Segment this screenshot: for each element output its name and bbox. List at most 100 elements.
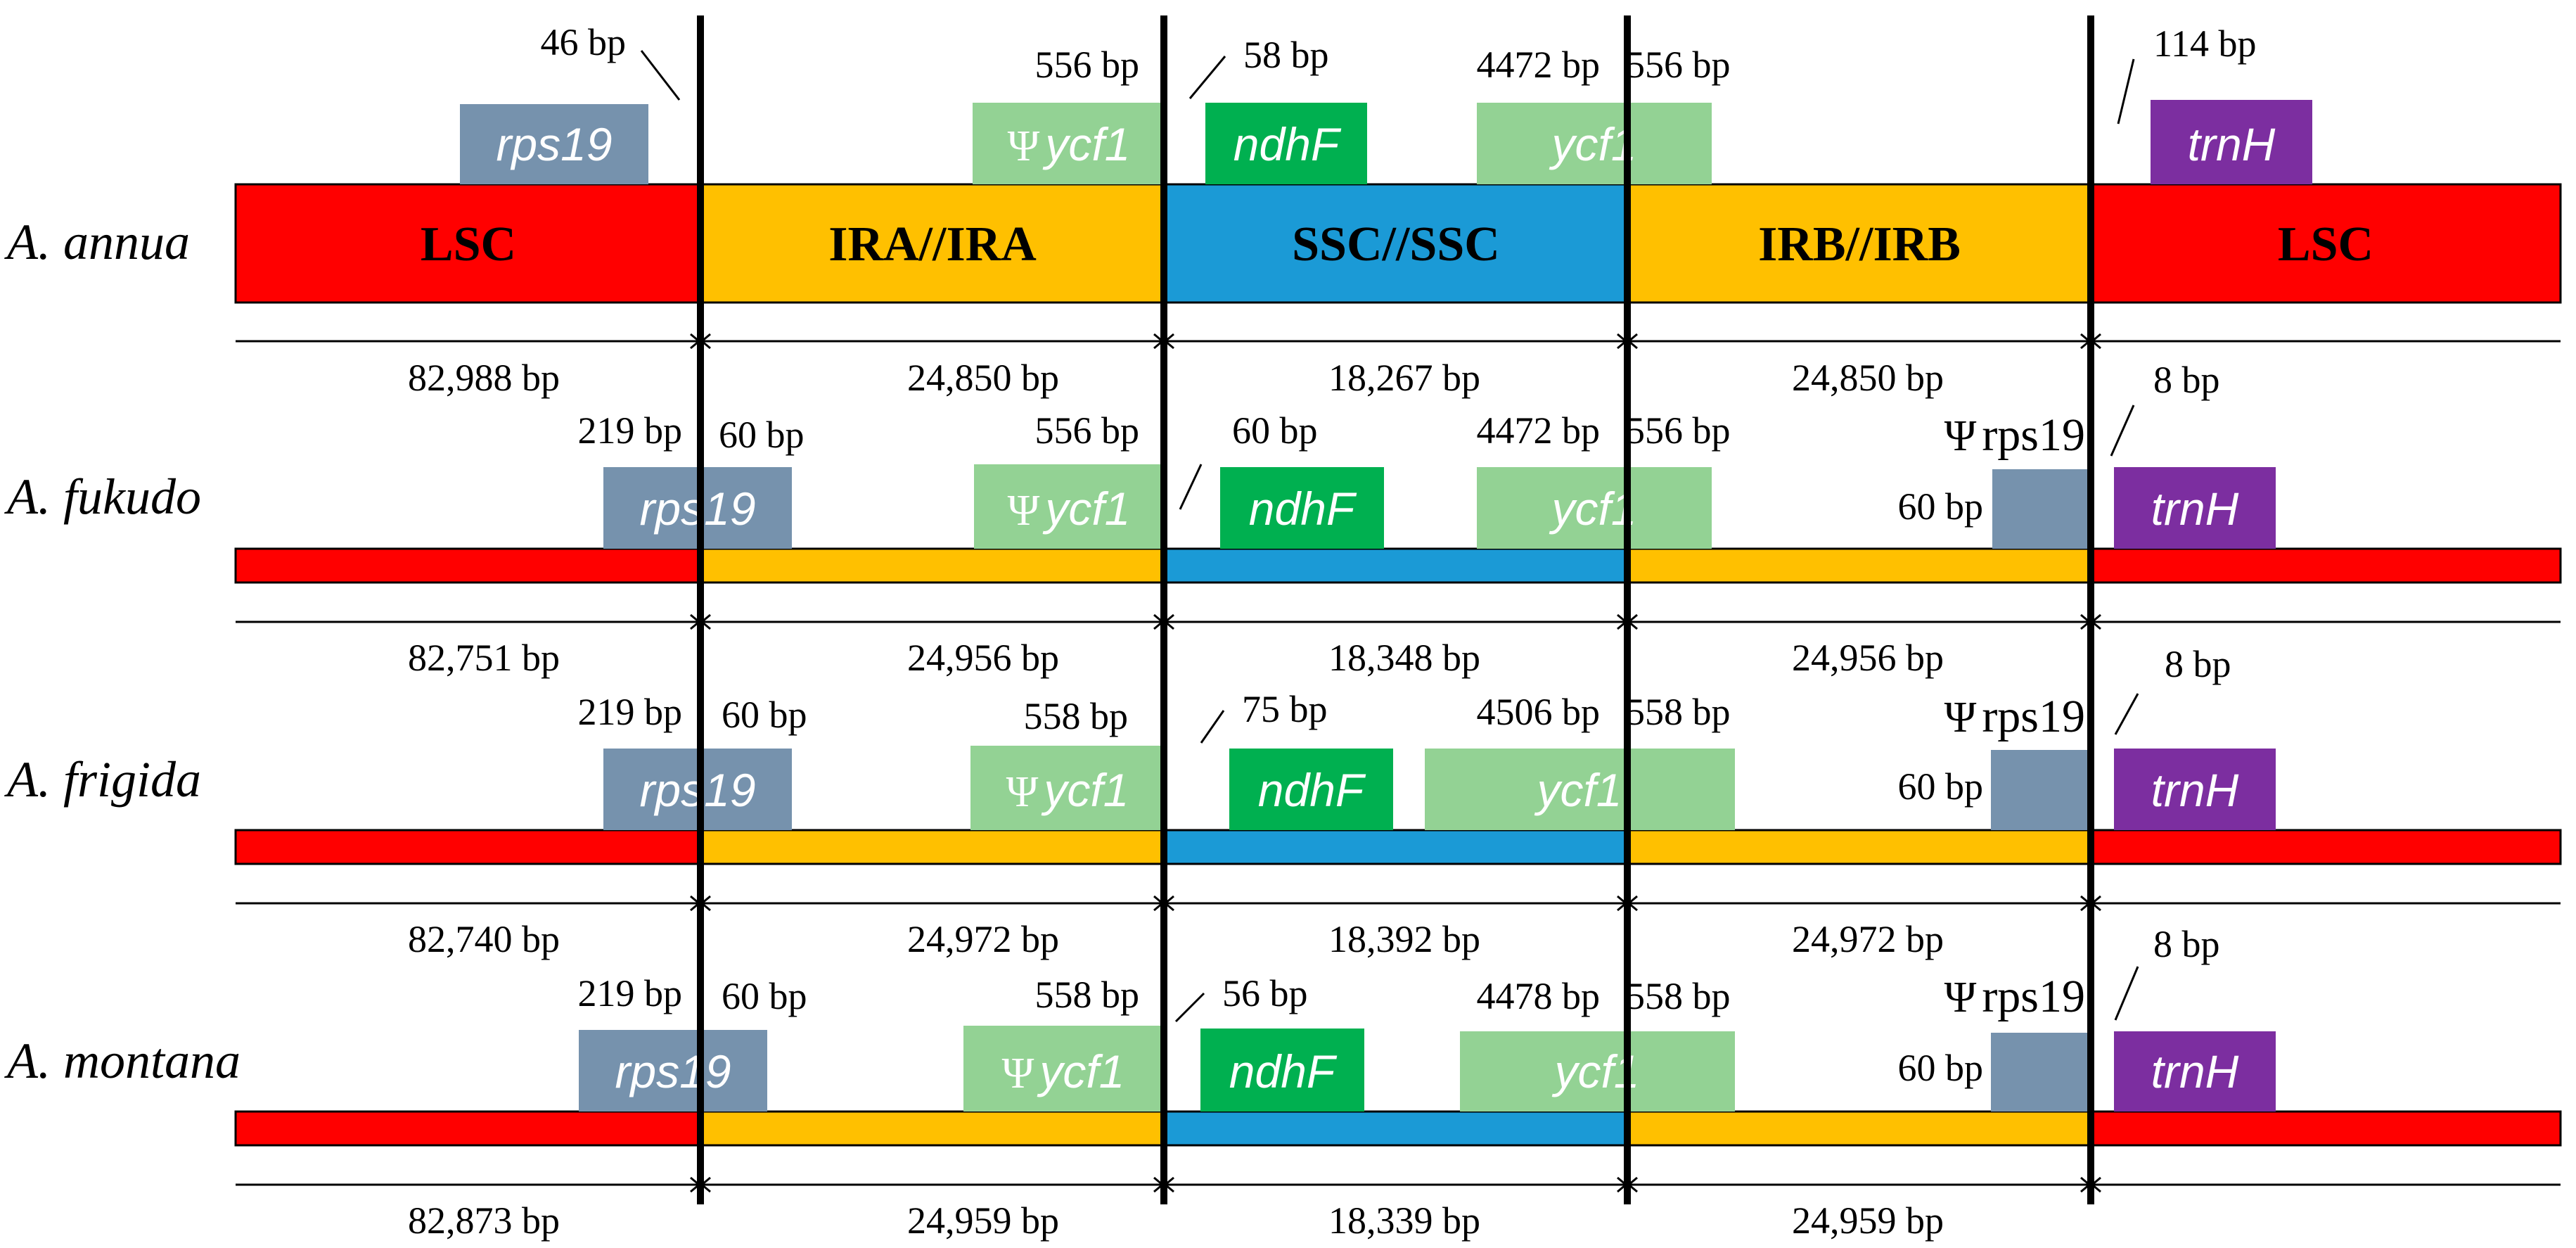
psi-ycf1-gene xyxy=(970,746,1165,830)
trnh-gene xyxy=(2114,1031,2276,1112)
ira-region xyxy=(700,830,1164,864)
region-bar-outline xyxy=(234,829,2562,865)
region-label-ira: IRA//IRA xyxy=(828,217,1037,272)
annotation-leader xyxy=(1200,710,1225,744)
ira-region xyxy=(700,549,1164,582)
annotation-leader xyxy=(2114,693,2139,735)
annotation-leader xyxy=(2110,405,2135,457)
gene-label-ndhf: ndhF xyxy=(1258,764,1366,816)
gene-label-ndhf: ndhF xyxy=(1249,483,1357,535)
lsc-region xyxy=(2091,184,2561,303)
gene-label-ycf1: ycf1 xyxy=(1549,483,1636,535)
ira-length: 24,972 bp xyxy=(907,918,1059,960)
ira-length: 24,956 bp xyxy=(907,637,1059,679)
lsc-region xyxy=(236,1112,700,1145)
rps19-gene xyxy=(579,1030,767,1112)
region-bar-outline xyxy=(234,547,2562,584)
ycf1-gene xyxy=(1460,1031,1735,1112)
ycf1-right-annotation: 558 bp xyxy=(1626,691,1731,733)
irb-length: 24,956 bp xyxy=(1792,637,1944,679)
rps19-left-annotation: 219 bp xyxy=(578,691,683,733)
ycf1-right-annotation: 556 bp xyxy=(1626,44,1731,86)
lsc-length: 82,873 bp xyxy=(408,1199,560,1242)
rps19-left-annotation: 46 bp xyxy=(541,21,627,63)
psi-ycf1-gene xyxy=(974,464,1165,549)
ycf1-left-annotation: 4478 bp xyxy=(1477,975,1601,1017)
lsc-region xyxy=(2091,1112,2561,1145)
ycf1-left-annotation: 4472 bp xyxy=(1477,44,1601,86)
gene-label-rps19: rps19 xyxy=(615,1045,731,1097)
gene-label-trnh: trnH xyxy=(2188,118,2276,170)
trnh-annotation: 114 bp xyxy=(2153,23,2257,65)
ssc-region xyxy=(1164,549,1627,582)
irb-region xyxy=(1627,184,2091,303)
ira-region xyxy=(700,1112,1164,1145)
psi-rps19-annotation: 60 bp xyxy=(1898,765,1984,808)
trnh-annotation: 8 bp xyxy=(2153,923,2220,965)
species-name: A. fukudo xyxy=(4,469,201,525)
lsc-region xyxy=(236,830,700,864)
psi-ycf1-annotation: 558 bp xyxy=(1035,974,1140,1016)
trnh-annotation: 8 bp xyxy=(2165,643,2231,685)
lsc-length: 82,751 bp xyxy=(408,637,560,679)
ycf1-left-annotation: 4506 bp xyxy=(1477,691,1601,733)
ssc-length: 18,339 bp xyxy=(1328,1199,1480,1242)
psi-rps19-annotation: 60 bp xyxy=(1898,1047,1984,1089)
gene-label-trnh: trnH xyxy=(2151,483,2239,535)
ira-length: 24,850 bp xyxy=(907,357,1059,399)
lsc-length: 82,988 bp xyxy=(408,357,560,399)
ndhf-annotation: 58 bp xyxy=(1243,34,1329,76)
ssc-length: 18,348 bp xyxy=(1328,637,1480,679)
ycf1-gene xyxy=(1477,467,1712,549)
lsc-region xyxy=(236,549,700,582)
trnh-gene xyxy=(2114,467,2276,549)
ycf1-gene xyxy=(1425,749,1735,830)
trnh-annotation: 8 bp xyxy=(2153,359,2220,401)
ssc-region xyxy=(1164,830,1627,864)
ndhf-annotation: 60 bp xyxy=(1232,409,1318,452)
lsc-region xyxy=(236,184,700,303)
lsc-length: 82,740 bp xyxy=(408,918,560,960)
irb-region xyxy=(1627,830,2091,864)
annotation-leader xyxy=(640,50,681,101)
region-label-ssc: SSC//SSC xyxy=(1292,217,1500,272)
ndhf-gene xyxy=(1229,749,1393,830)
ndhf-gene xyxy=(1200,1029,1364,1112)
annotation-leader xyxy=(1174,992,1205,1023)
gene-label-trnh: trnH xyxy=(2151,764,2239,816)
annotation-leader xyxy=(2114,966,2139,1021)
ndhf-gene xyxy=(1220,467,1384,549)
ssc-length: 18,392 bp xyxy=(1328,918,1480,960)
irb-region xyxy=(1627,549,2091,582)
gene-label-rps19: rps19 xyxy=(496,118,612,170)
annotation-leader xyxy=(1179,464,1203,510)
gene-label-ycf1: ycf1 xyxy=(1534,764,1622,816)
lsc-region xyxy=(2091,549,2561,582)
psi-ycf1-annotation: 558 bp xyxy=(1024,695,1129,737)
ira-length: 24,959 bp xyxy=(907,1199,1059,1242)
species-name: A. annua xyxy=(4,214,190,270)
gene-label-ycf1: ycf1 xyxy=(1549,118,1636,170)
irb-length: 24,959 bp xyxy=(1792,1199,1944,1242)
trnh-gene xyxy=(2114,749,2276,830)
rps19-left-annotation: 219 bp xyxy=(578,409,683,452)
gene-label-trnh: trnH xyxy=(2151,1045,2239,1097)
region-label-lsc: LSC xyxy=(2278,217,2373,272)
ycf1-right-annotation: 558 bp xyxy=(1626,975,1731,1017)
annotation-leader xyxy=(1188,56,1226,99)
ycf1-right-annotation: 556 bp xyxy=(1626,409,1731,452)
rps19-gene xyxy=(460,104,648,184)
irb-length: 24,972 bp xyxy=(1792,918,1944,960)
rps19-left-annotation: 219 bp xyxy=(578,972,683,1014)
psi-rps19-gene xyxy=(1992,469,2089,549)
species-name: A. frigida xyxy=(4,751,201,808)
ssc-length: 18,267 bp xyxy=(1328,357,1480,399)
